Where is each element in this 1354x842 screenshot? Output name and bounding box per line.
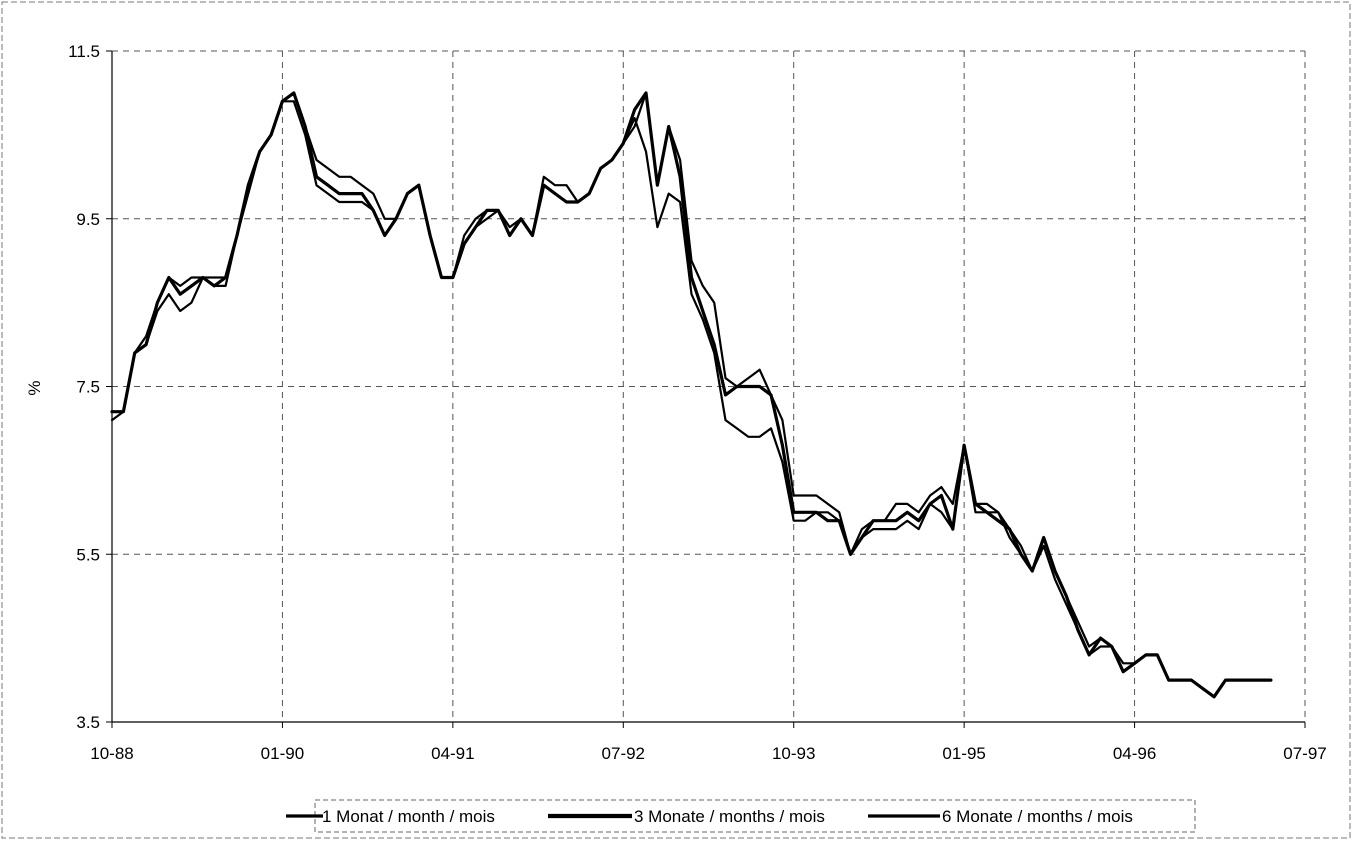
legend: 1 Monat / month / mois 3 Monate / months … xyxy=(286,799,1196,833)
legend-label: 1 Monat / month / mois xyxy=(322,807,495,826)
legend-label: 3 Monate / months / mois xyxy=(634,807,825,826)
y-tick-labels: 3.5 5.5 7.5 9.5 11.5 xyxy=(68,42,100,732)
y-tick-label: 5.5 xyxy=(76,545,100,564)
y-tick-label: 9.5 xyxy=(76,210,100,229)
y-tick-label: 7.5 xyxy=(76,378,100,397)
x-tick-label: 07-97 xyxy=(1283,744,1326,763)
series-line-1 xyxy=(110,100,1273,698)
series-line-3 xyxy=(110,91,1273,698)
axes xyxy=(106,50,1306,728)
grid xyxy=(112,50,1306,722)
series-line-2 xyxy=(110,91,1273,699)
x-tick-label: 10-93 xyxy=(772,744,815,763)
x-tick-label: 07-92 xyxy=(602,744,645,763)
legend-label: 6 Monate / months / mois xyxy=(942,807,1133,826)
x-tick-label: 01-90 xyxy=(261,744,304,763)
x-tick-label: 04-91 xyxy=(431,744,474,763)
y-tick-label: 11.5 xyxy=(68,42,100,61)
x-tick-label: 10-88 xyxy=(90,744,133,763)
x-tick-label: 04-96 xyxy=(1113,744,1156,763)
series-lines xyxy=(110,91,1273,699)
legend-box xyxy=(314,799,1196,833)
x-tick-label: 01-95 xyxy=(942,744,985,763)
y-axis-label: % xyxy=(25,380,44,395)
y-tick-label: 3.5 xyxy=(76,713,100,732)
x-tick-labels: 10-88 01-90 04-91 07-92 10-93 01-95 04-96 07-97 xyxy=(90,744,1326,763)
